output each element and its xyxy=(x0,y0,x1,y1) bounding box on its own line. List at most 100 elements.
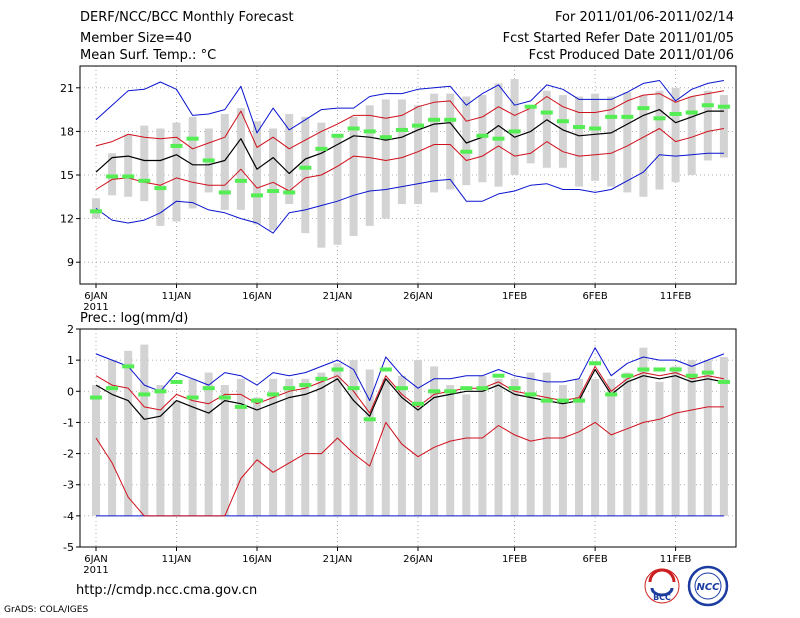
median-bar xyxy=(460,149,473,154)
ensemble-box xyxy=(671,366,680,516)
ensemble-box xyxy=(591,378,600,516)
median-bar xyxy=(154,389,167,394)
ensemble-box xyxy=(623,92,632,193)
ensemble-box xyxy=(510,79,519,175)
y-tick-label: -3 xyxy=(63,479,74,492)
median-bar xyxy=(460,386,473,391)
ensemble-box xyxy=(558,95,567,168)
x-tick-label: 6FEB xyxy=(582,554,607,565)
median-bar xyxy=(170,143,183,148)
median-bar xyxy=(186,395,199,400)
median-bar xyxy=(573,125,585,130)
x-tick-label: 11JAN xyxy=(162,291,192,302)
median-bar xyxy=(347,126,360,131)
ensemble-box xyxy=(220,385,229,516)
ensemble-box xyxy=(172,122,181,222)
median-bar xyxy=(428,389,441,394)
ncc-logo-text: NCC xyxy=(696,582,720,593)
ensemble-box xyxy=(108,153,117,196)
median-bar xyxy=(299,383,312,388)
median-bar xyxy=(395,386,408,391)
median-bar xyxy=(653,367,666,372)
y-tick-label: 0 xyxy=(67,385,74,398)
ensemble-box xyxy=(478,95,487,183)
forecast-period-label: For 2011/01/06-2011/02/14 xyxy=(555,10,734,25)
median-bar xyxy=(540,110,553,115)
x-tick-label: 6JAN xyxy=(84,291,107,302)
ensemble-box xyxy=(333,363,342,516)
ens-max-line xyxy=(95,80,724,134)
ensemble-box xyxy=(397,99,406,205)
median-bar xyxy=(106,386,119,391)
ensemble-box xyxy=(655,381,664,516)
ensemble-box xyxy=(719,357,728,516)
median-bar xyxy=(106,174,119,179)
median-bar xyxy=(122,364,135,369)
median-bar xyxy=(701,370,714,375)
ensemble-box xyxy=(236,108,245,210)
ensemble-box xyxy=(108,360,117,516)
y-tick-label: -2 xyxy=(63,448,74,461)
ens-min-line xyxy=(95,152,724,234)
ensemble-box xyxy=(655,90,664,190)
ensemble-box xyxy=(639,347,648,516)
median-bar xyxy=(363,417,376,422)
median-bar xyxy=(717,379,730,384)
ensemble-box xyxy=(446,93,455,190)
median-bar xyxy=(379,135,392,140)
median-bar xyxy=(717,104,730,109)
median-bar xyxy=(218,395,231,400)
median-bar xyxy=(379,367,392,372)
ensemble-box xyxy=(92,385,100,516)
ensemble-box xyxy=(526,372,535,516)
ensemble-box xyxy=(285,113,294,205)
ensemble-box xyxy=(575,378,583,516)
y-tick-label: -4 xyxy=(63,510,74,523)
bcc-logo-arc-icon xyxy=(648,568,676,583)
median-bar xyxy=(653,116,666,121)
y-tick-label: 2 xyxy=(67,323,74,336)
source-url[interactable]: http://cmdp.ncc.cma.gov.cn xyxy=(76,583,258,598)
ensemble-box xyxy=(156,128,165,226)
ensemble-box xyxy=(462,96,471,186)
bcc-logo: BCC xyxy=(644,568,680,604)
ensemble-box xyxy=(140,344,149,516)
ensemble-box xyxy=(220,113,229,210)
median-bar xyxy=(524,104,537,109)
median-bar xyxy=(170,379,183,384)
x-tick-label: 16JAN xyxy=(242,554,272,565)
ensemble-box xyxy=(591,93,600,181)
median-bar xyxy=(589,361,602,366)
ensemble-box xyxy=(349,116,358,237)
ensemble-box xyxy=(526,105,535,164)
median-bar xyxy=(637,106,650,111)
ensemble-box xyxy=(414,360,422,516)
ensemble-box xyxy=(156,385,165,516)
median-bar xyxy=(90,209,102,214)
ensemble-box xyxy=(140,125,149,202)
ens-mean-line xyxy=(95,108,724,175)
median-bar xyxy=(476,386,489,391)
x-tick-label: 11JAN xyxy=(162,554,192,565)
ensemble-box xyxy=(188,116,197,209)
median-bar xyxy=(621,373,634,378)
x-tick-label: 16JAN xyxy=(242,291,272,302)
median-bar xyxy=(234,404,247,409)
ensemble-box xyxy=(542,372,551,516)
ensemble-box xyxy=(333,134,342,245)
chart-title: DERF/NCC/BCC Monthly Forecast xyxy=(80,10,294,25)
y-tick-label: 9 xyxy=(67,256,74,269)
ens-minus-sd-line xyxy=(95,128,724,192)
y-tick-label: 21 xyxy=(60,82,74,95)
ensemble-box xyxy=(607,96,616,187)
ensemble-box xyxy=(236,378,245,516)
bcc-logo-text: BCC xyxy=(653,593,671,602)
median-bar xyxy=(251,398,263,403)
ens-max-line xyxy=(95,347,725,402)
ensemble-box xyxy=(430,93,439,193)
median-bar xyxy=(685,373,698,378)
median-bar xyxy=(492,373,505,378)
median-bar xyxy=(90,395,102,400)
median-bar xyxy=(508,129,521,134)
ensemble-box xyxy=(607,378,616,516)
